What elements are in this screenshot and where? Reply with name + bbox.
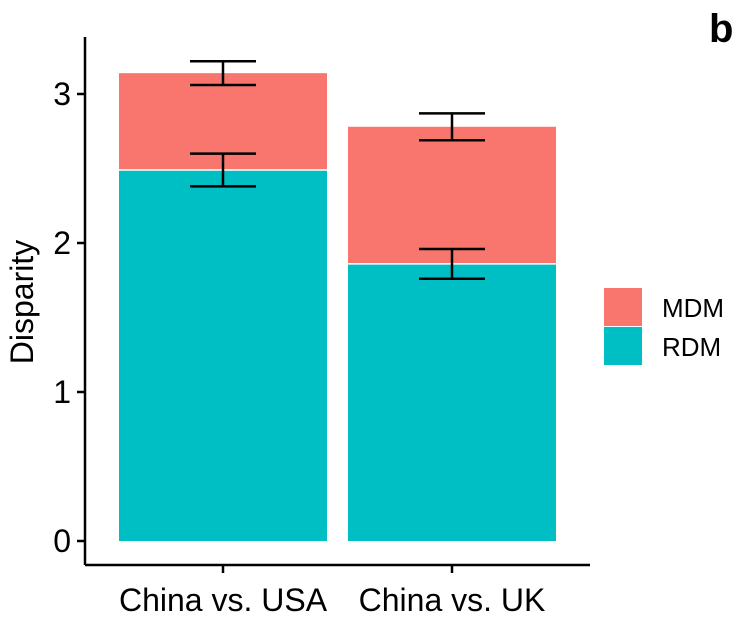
- legend-swatch-rdm: [604, 327, 642, 365]
- y-tick-label-3: 3: [53, 76, 71, 112]
- error-bar-rdm-1: [190, 152, 256, 188]
- bar-mdm-2: [348, 126, 556, 264]
- y-axis-title: Disparity: [4, 240, 40, 364]
- bar-rdm-2: [348, 263, 556, 541]
- bar-rdm-1: [119, 169, 327, 542]
- legend-label-mdm: MDM: [662, 293, 724, 323]
- error-bar-mdm-1: [190, 59, 256, 87]
- plot-area: 0 1 2 3 China vs. USA China vs. UK: [53, 37, 590, 618]
- y-tick-label-2: 2: [53, 225, 71, 261]
- legend-label-rdm: RDM: [662, 332, 721, 362]
- x-tick-label-1: China vs. USA: [119, 582, 328, 618]
- panel-label: b: [709, 7, 733, 51]
- legend-swatch-mdm: [604, 288, 642, 326]
- legend: MDM RDM: [604, 288, 724, 365]
- error-bar-rdm-2: [419, 247, 485, 281]
- y-tick-label-1: 1: [53, 374, 71, 410]
- x-tick-label-2: China vs. UK: [359, 582, 546, 618]
- y-tick-label-0: 0: [53, 523, 71, 559]
- error-bar-mdm-2: [419, 112, 485, 142]
